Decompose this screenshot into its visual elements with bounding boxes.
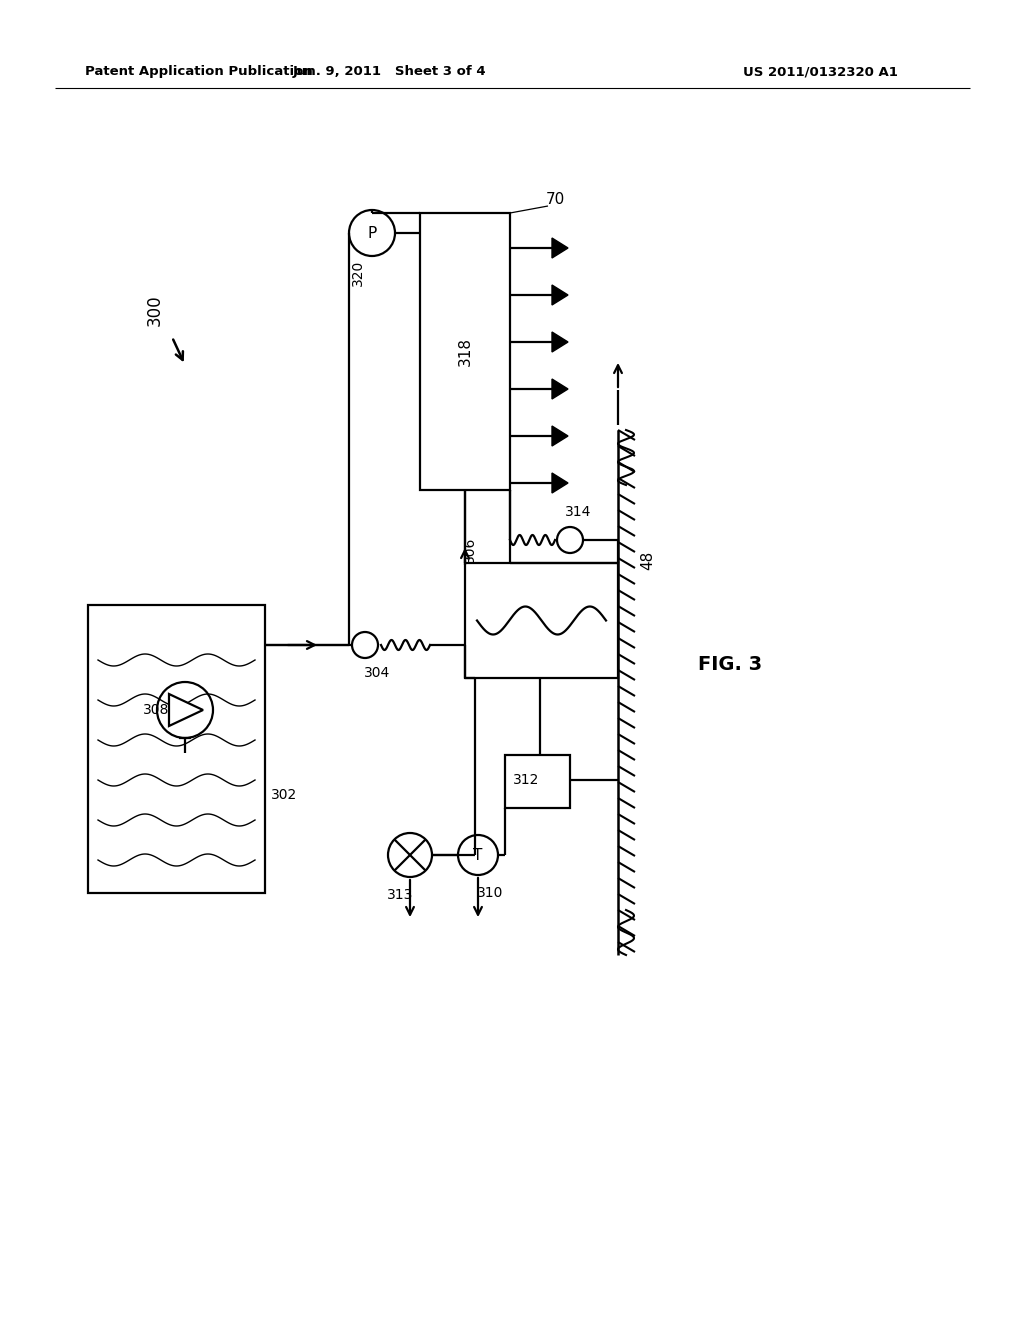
Text: 48: 48 — [640, 550, 655, 570]
Text: Patent Application Publication: Patent Application Publication — [85, 66, 312, 78]
Text: 304: 304 — [364, 667, 390, 680]
Bar — [420, 213, 510, 490]
Text: P: P — [368, 226, 377, 240]
Polygon shape — [552, 426, 568, 446]
Text: 300: 300 — [146, 294, 164, 326]
Text: FIG. 3: FIG. 3 — [698, 656, 762, 675]
Text: 320: 320 — [351, 260, 365, 286]
Text: 314: 314 — [565, 506, 591, 519]
Polygon shape — [552, 333, 568, 352]
Text: 310: 310 — [477, 886, 503, 900]
Polygon shape — [552, 285, 568, 305]
Text: 70: 70 — [546, 193, 564, 207]
Text: T: T — [473, 847, 482, 862]
Bar — [505, 755, 570, 808]
Text: 308: 308 — [143, 704, 169, 717]
Text: 302: 302 — [271, 788, 297, 803]
Text: 318: 318 — [458, 337, 472, 366]
Text: 313: 313 — [387, 888, 414, 902]
Text: 306: 306 — [463, 537, 477, 564]
Text: Jun. 9, 2011   Sheet 3 of 4: Jun. 9, 2011 Sheet 3 of 4 — [293, 66, 486, 78]
Polygon shape — [169, 694, 203, 726]
Bar — [88, 605, 265, 894]
Polygon shape — [552, 379, 568, 399]
Polygon shape — [552, 238, 568, 257]
Text: US 2011/0132320 A1: US 2011/0132320 A1 — [742, 66, 897, 78]
Polygon shape — [552, 473, 568, 492]
Text: 312: 312 — [513, 774, 540, 787]
Bar — [465, 564, 618, 678]
